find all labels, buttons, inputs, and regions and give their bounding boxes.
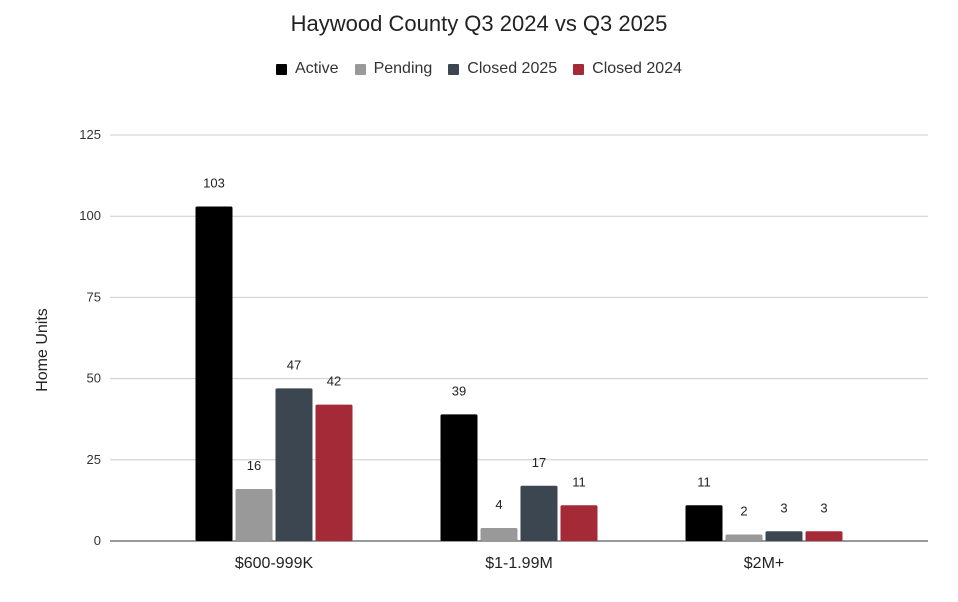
legend-label-pending: Pending <box>373 60 433 77</box>
legend-item-active[interactable]: Active <box>276 60 339 78</box>
bar-closed-2024 <box>805 531 843 541</box>
y-tick-label: 125 <box>79 127 101 142</box>
bar-closed-2025 <box>765 531 803 541</box>
bar-closed-2024 <box>560 505 598 541</box>
legend-label-closed-2024: Closed 2024 <box>592 60 682 77</box>
legend-label-closed-2025: Closed 2025 <box>467 60 558 77</box>
data-label-active: 39 <box>452 383 466 398</box>
data-label-pending: 4 <box>495 497 502 512</box>
y-tick-label: 50 <box>87 371 101 386</box>
data-label-closed-2024: 42 <box>327 374 341 389</box>
bar-active <box>195 206 233 541</box>
data-label-closed-2024: 11 <box>572 474 586 489</box>
data-label-closed-2025: 3 <box>780 500 787 515</box>
y-axis-title: Home Units <box>34 308 51 392</box>
legend-item-closed-2024[interactable]: Closed 2024 <box>573 60 682 78</box>
bar-closed-2025 <box>520 485 558 541</box>
y-tick-label: 100 <box>79 208 101 223</box>
y-tick-label: 75 <box>87 289 101 304</box>
x-tick-label: $1-1.99M <box>485 555 553 572</box>
chart-title: Haywood County Q3 2024 vs Q3 2025 <box>290 11 668 36</box>
data-label-active: 103 <box>203 175 225 190</box>
legend-swatch-closed-2024 <box>573 63 585 75</box>
data-label-closed-2024: 3 <box>820 500 827 515</box>
bar-pending <box>235 489 273 541</box>
data-label-pending: 2 <box>740 504 747 519</box>
legend-swatch-pending <box>354 63 366 75</box>
bar-pending <box>725 534 763 541</box>
legend-label-active: Active <box>295 60 339 77</box>
legend: Active Pending Closed 2025 Closed 2024 <box>0 60 958 78</box>
bar-active <box>685 505 723 541</box>
data-label-active: 11 <box>697 474 711 489</box>
bar-closed-2025 <box>275 388 313 541</box>
bar-active <box>440 414 478 541</box>
x-tick-label: $600-999K <box>235 555 314 572</box>
legend-item-pending[interactable]: Pending <box>354 60 433 78</box>
bar-pending <box>480 528 518 541</box>
y-tick-label: 0 <box>94 533 101 548</box>
legend-swatch-active <box>276 63 287 75</box>
y-tick-label: 25 <box>87 452 101 467</box>
data-label-pending: 16 <box>247 458 261 473</box>
bar-closed-2024 <box>315 404 353 541</box>
legend-item-closed-2025[interactable]: Closed 2025 <box>448 60 557 78</box>
x-tick-label: $2M+ <box>744 555 784 572</box>
legend-swatch-closed-2025 <box>448 63 460 75</box>
data-label-closed-2025: 47 <box>287 357 301 372</box>
data-label-closed-2025: 17 <box>532 455 546 470</box>
